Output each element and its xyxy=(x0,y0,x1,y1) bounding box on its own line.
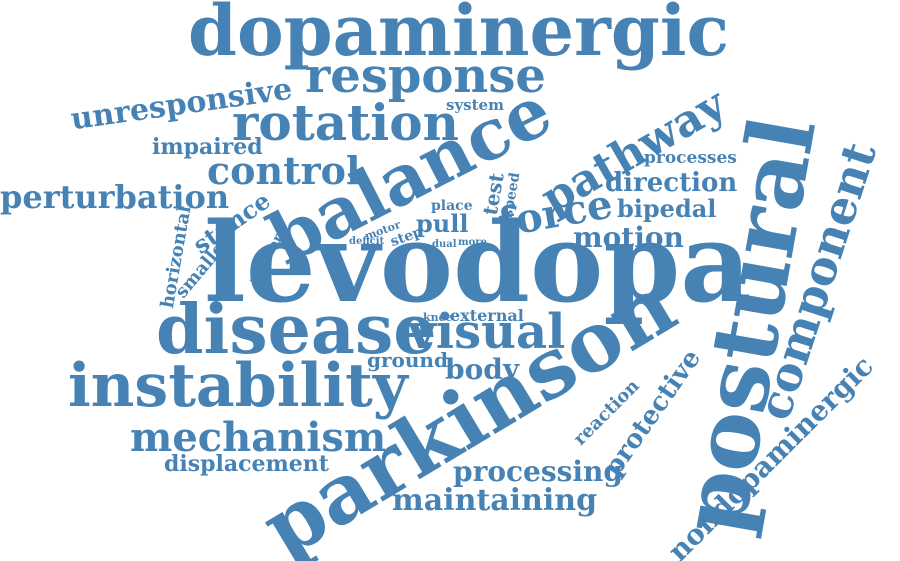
word-levodopa: levodopa xyxy=(204,198,752,327)
word-visual: visual xyxy=(408,304,566,360)
word-body: body xyxy=(445,353,520,386)
word-place: place xyxy=(431,198,473,214)
word-instability: instability xyxy=(68,351,408,421)
word-pull: pull xyxy=(416,209,469,238)
word-knee: knee xyxy=(423,311,453,324)
word-direction: direction xyxy=(605,168,738,198)
word-external: external xyxy=(450,306,524,325)
word-maintaining: maintaining xyxy=(392,483,598,518)
word-processing: processing xyxy=(453,455,623,488)
word-deficit: deficit xyxy=(349,236,385,247)
word-dual: dual xyxy=(432,239,457,250)
word-displacement: displacement xyxy=(164,451,329,477)
word-control: control xyxy=(207,148,361,193)
word-mechanism: mechanism xyxy=(130,414,387,461)
word-ground: ground xyxy=(367,348,448,372)
word-response: response xyxy=(305,48,546,104)
word-disease: disease xyxy=(156,290,437,370)
word-more: more xyxy=(458,237,487,248)
word-impaired: impaired xyxy=(152,134,263,160)
word-motion: motion xyxy=(573,221,684,254)
word-bipedal: bipedal xyxy=(617,194,717,223)
word-processes: processes xyxy=(644,148,737,168)
word-rotation: rotation xyxy=(232,93,459,152)
word-dopaminergic: dopaminergic xyxy=(188,0,730,72)
word-system: system xyxy=(446,96,504,114)
word-perturbation: perturbation xyxy=(0,178,230,216)
